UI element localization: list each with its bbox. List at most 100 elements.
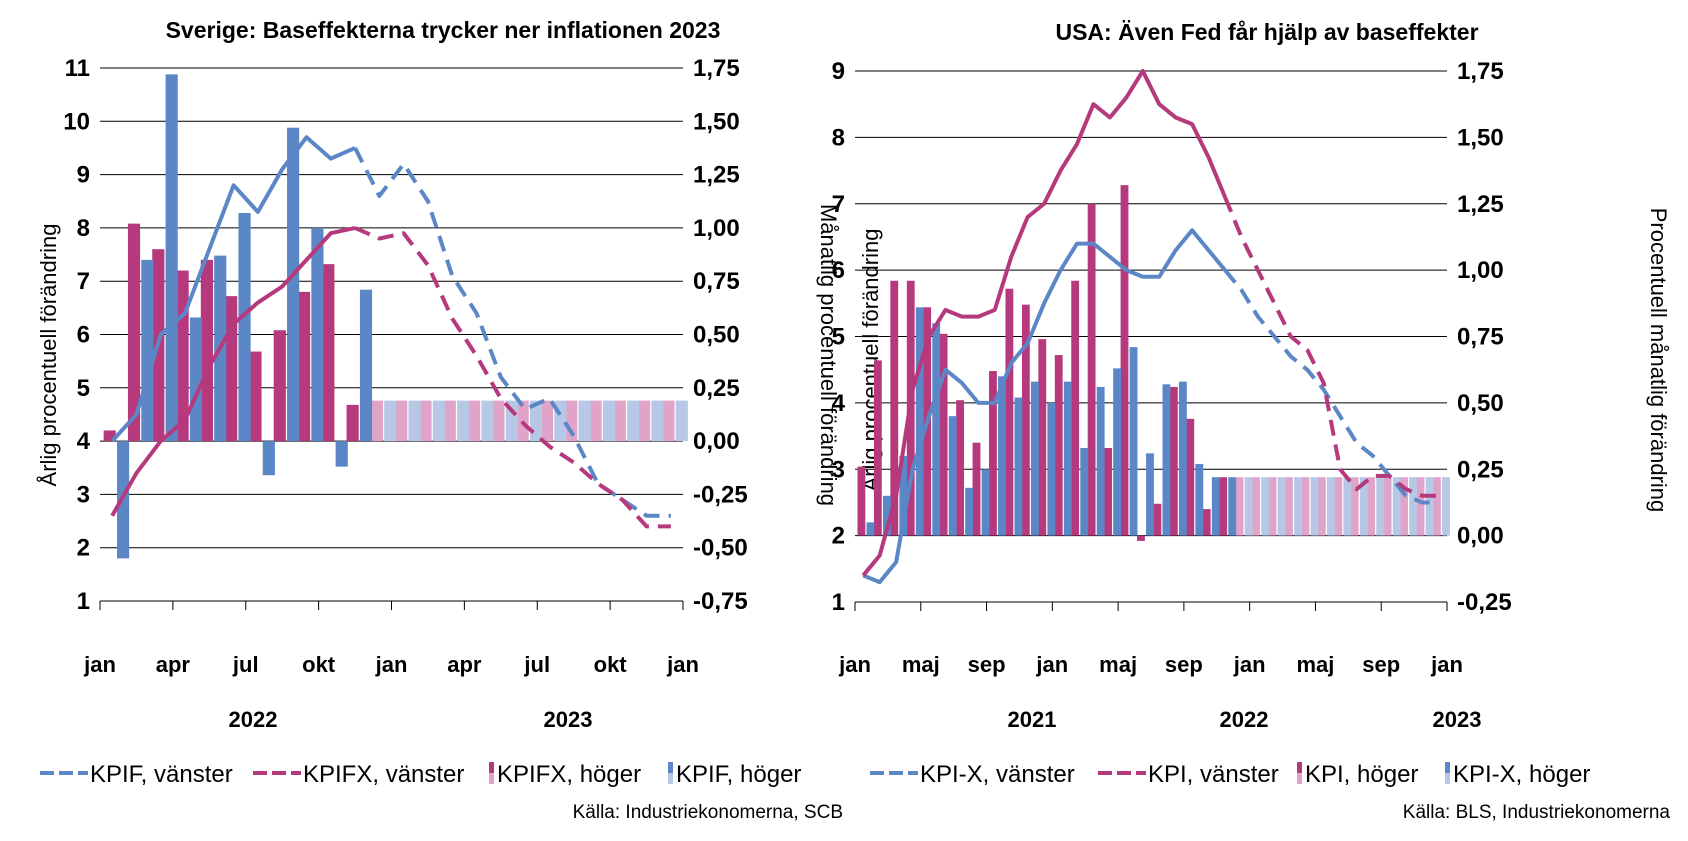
legend-label: KPI, vänster (1148, 761, 1279, 788)
right-bar-kpi-a (1169, 386, 1178, 536)
left-bar-kpifx-a (127, 223, 141, 442)
right-year-label: 2022 (1220, 707, 1269, 732)
right-right-tick-label: 0,00 (1457, 523, 1504, 550)
left-x-tick-label: jan (83, 652, 116, 677)
right-bar-kpi-a (1153, 503, 1162, 536)
left-bar-kpif-b (335, 441, 348, 467)
right-bar-kpix-b (1294, 477, 1302, 536)
left-bar-kpif-b (602, 400, 615, 442)
left-bar-kpif-b (165, 74, 178, 442)
right-right-tick-label: -0,25 (1457, 589, 1512, 616)
right-bar-kpi-a (1400, 477, 1408, 536)
left-left-tick-label: 10 (63, 108, 90, 135)
right-bar-kpi-a (1120, 185, 1129, 536)
left-line-kpifx (110, 225, 356, 517)
left-x-tick-label: okt (302, 652, 336, 677)
left-chart-ylabel-right: Månatlig procentuell förändring (816, 204, 841, 506)
right-left-tick-label: 2 (832, 523, 845, 550)
left-bar-kpifx-a (613, 400, 626, 442)
right-bar-kpix-b (1442, 477, 1450, 536)
right-x-tick-label: maj (1296, 652, 1334, 677)
left-bar-kpif-b (238, 212, 251, 442)
right-bar-kpix-b (899, 455, 908, 536)
left-bar-kpif-b (359, 289, 373, 442)
left-bar-kpifx-a (103, 430, 116, 442)
right-legend: KPI-X, vänster KPI, vänster KPI, höger K… (870, 761, 1590, 788)
legend-swatch-kpif-bar (668, 762, 673, 784)
right-chart-title: USA: Även Fed får hjälp av baseffekter (1055, 19, 1478, 45)
left-right-tick-label: 0,75 (693, 268, 740, 295)
left-x-tick-label: apr (447, 652, 482, 677)
right-bar-kpix-b (1343, 477, 1352, 536)
right-bar-kpix-b (1211, 477, 1220, 536)
right-right-tick-label: 1,00 (1457, 257, 1504, 284)
left-left-tick-label: 6 (77, 322, 90, 349)
legend-swatch-kpix-bar (1445, 762, 1450, 784)
right-bar-kpi-a (1202, 509, 1211, 536)
right-year-label: 2021 (1008, 707, 1057, 732)
legend-label: KPIF, höger (676, 761, 801, 788)
right-bar-kpi-a (1137, 535, 1145, 541)
right-left-tick-label: 3 (832, 456, 845, 483)
left-bar-kpifx-a (540, 400, 554, 442)
right-right-tick-label: 0,75 (1457, 324, 1504, 351)
right-line-kpix (862, 228, 1227, 585)
left-x-tick-label: apr (156, 652, 191, 677)
right-bar-kpi-a (1235, 477, 1244, 536)
right-chart-ylabel-right: Procentuell månatlig förändring (1646, 208, 1671, 513)
legend-label: KPI-X, vänster (920, 761, 1075, 788)
right-bar-kpix-b (1359, 477, 1368, 536)
right-bar-kpi-a (1268, 477, 1277, 536)
legend-label: KPIF, vänster (90, 761, 233, 788)
left-bar-kpif-b (481, 400, 494, 442)
left-x-tick-label: jul (232, 652, 259, 677)
right-bar-kpix-b (1326, 477, 1335, 536)
left-bar-kpif-b (384, 400, 397, 442)
left-bar-kpifx-a (225, 296, 238, 442)
right-x-tick-label: maj (902, 652, 940, 677)
right-bar-kpi-a (972, 442, 981, 536)
left-line-kpifx-forecast (354, 226, 671, 529)
left-left-tick-label: 9 (77, 162, 90, 189)
left-left-tick-label: 7 (77, 268, 90, 295)
right-right-tick-label: 0,25 (1457, 456, 1504, 483)
right-bar-kpix-b (1146, 453, 1154, 536)
right-bar-kpix-b (882, 495, 891, 536)
left-right-tick-label: -0,50 (693, 535, 748, 562)
right-right-tick-label: 0,50 (1457, 390, 1504, 417)
right-bar-kpi-a (1005, 288, 1014, 536)
left-bar-kpifx-a (249, 351, 262, 442)
left-bar-kpifx-a (492, 400, 505, 442)
left-right-tick-label: 1,50 (693, 108, 740, 135)
right-bar-kpix-b (1063, 381, 1072, 536)
left-x-tick-label: jul (523, 652, 550, 677)
right-x-tick-label: jan (1233, 652, 1266, 677)
right-bar-kpi-a (1087, 203, 1096, 536)
left-x-tick-label: jan (666, 652, 699, 677)
right-right-tick-label: 1,75 (1457, 58, 1504, 85)
right-bar-kpi-a (1252, 477, 1260, 536)
right-year-label: 2023 (1433, 707, 1482, 732)
right-bar-kpi-a (1219, 477, 1228, 536)
right-bar-kpi-a (1367, 477, 1376, 536)
right-line-kpi (861, 69, 1227, 577)
left-x-tick-label: jan (375, 652, 408, 677)
left-year-label: 2023 (544, 707, 593, 732)
right-bar-kpix-b (1080, 448, 1089, 536)
right-bar-kpix-b (1178, 381, 1187, 536)
chart-plots: 11 10 9 8 7 6 5 4 3 2 1 1,75 1,50 1,25 1,00 0,75 0,50 0,2… (63, 55, 1511, 677)
right-bar-kpi-a (1383, 477, 1392, 536)
right-bar-kpi-a (939, 333, 948, 536)
right-bar-kpix-b (1047, 402, 1056, 536)
left-bar-kpifx-a (638, 400, 651, 442)
left-bar-kpif-b (627, 400, 640, 442)
right-bar-kpix-b (1425, 477, 1434, 536)
legend-swatch-kpi-bar (1297, 762, 1302, 784)
left-bar-kpif-b (651, 400, 664, 442)
left-x-tick-label: okt (594, 652, 628, 677)
right-bar-kpi-a (890, 280, 899, 536)
left-bar-kpif-b (432, 400, 445, 442)
right-bar-kpi-a (1301, 477, 1310, 536)
right-bar-kpi-a (1433, 477, 1441, 536)
left-bar-kpif-b (311, 227, 324, 442)
